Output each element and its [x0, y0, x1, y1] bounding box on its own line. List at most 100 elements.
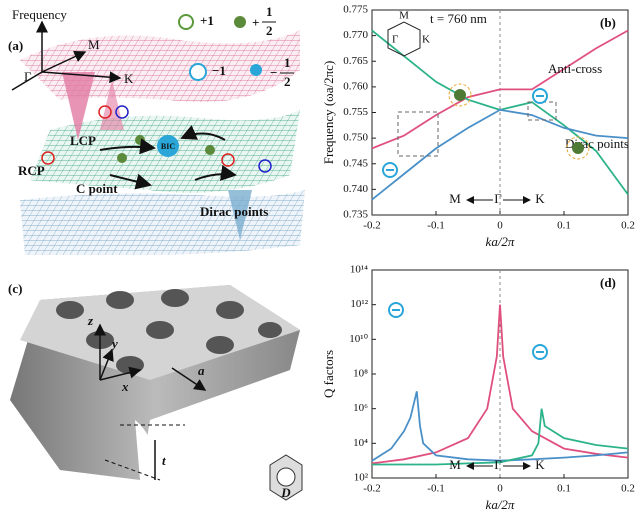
polarization: [258, 159, 272, 173]
axis-label: y: [110, 336, 118, 351]
axes: [94, 323, 207, 480]
bic-label: BIC: [161, 142, 175, 151]
x-tick-label: -0.1: [427, 483, 444, 495]
legend-text: −1: [212, 63, 226, 78]
path-label: Γ: [494, 457, 502, 472]
k-label: M: [88, 37, 100, 52]
dirac-circle: [566, 136, 590, 160]
legend-text: 2: [284, 74, 291, 89]
panel-a: (a) Frequency M Γ K +1 + 1 2 −1 − 1 2 BI…: [8, 4, 305, 255]
legend-text: 1: [284, 55, 291, 70]
x-axis-label: ka/2π: [486, 234, 515, 249]
y-tick-label: 10¹⁰: [349, 333, 368, 345]
hole-inset: [276, 467, 296, 487]
annotation: t = 760 nm: [430, 11, 487, 26]
y-tick-label: 0.765: [343, 55, 368, 67]
axis-label: x: [121, 379, 129, 394]
rcp-label: RCP: [18, 163, 45, 178]
y-axis-label: Frequency (ωa/2πc): [321, 61, 336, 165]
charge-icon: [234, 16, 246, 28]
x-tick-label: 0.1: [557, 220, 571, 232]
legend-text: 1: [266, 4, 273, 19]
charge-icon: [250, 64, 262, 76]
blue-mesh: [20, 190, 305, 255]
panel-label: (b): [600, 15, 616, 30]
dim-label: D: [280, 485, 291, 500]
annotation: Anti-cross: [548, 61, 602, 76]
legend-text: −: [270, 65, 277, 80]
cut: [135, 420, 153, 480]
x-tick-label: 0: [497, 220, 503, 232]
arrows: [99, 125, 237, 190]
panel-c: (c) z y x a t D: [8, 281, 303, 501]
holes: [56, 289, 282, 374]
k-label: Γ: [24, 69, 32, 84]
series-line: [372, 408, 629, 466]
lcp-label: LCP: [70, 133, 96, 148]
cone: [228, 190, 252, 240]
y-tick-label: 0.760: [343, 80, 368, 92]
y-tick-label: 10⁸: [353, 368, 368, 380]
legend-text: +: [252, 15, 259, 30]
dim-label: a: [198, 363, 205, 378]
x-tick-label: 0: [497, 483, 503, 495]
panel-label: (d): [600, 275, 616, 290]
y-tick-label: 10⁶: [353, 402, 368, 414]
panel-label: (a): [8, 38, 23, 53]
y-tick-label: 0.775: [343, 4, 368, 16]
polarization: [41, 151, 55, 165]
bz-label: K: [422, 34, 430, 46]
axis-label: z: [87, 313, 94, 328]
y-tick-label: 0.745: [343, 157, 368, 169]
y-tick-label: 0.735: [343, 209, 368, 221]
k-label: K: [124, 71, 134, 86]
path-label: K: [535, 191, 545, 206]
series-line: [371, 108, 629, 201]
c-point: [205, 145, 215, 155]
x-tick-label: 0.1: [557, 483, 571, 495]
y-tick-label: 0.740: [343, 183, 368, 195]
dirac-label: Dirac points: [200, 204, 268, 219]
y-tick-label: 10⁴: [353, 437, 368, 449]
x-tick-label: -0.1: [427, 220, 444, 232]
bic-point: [157, 135, 179, 157]
y-tick-label: 0.770: [343, 29, 368, 41]
y-tick-label: 10¹²: [350, 298, 368, 310]
x-tick-label: 0.2: [621, 220, 635, 232]
legend-text: 2: [266, 23, 273, 38]
c-point-label: C point: [76, 181, 118, 196]
cone: [62, 72, 95, 140]
y-axis-label: Q factors: [321, 350, 336, 398]
path-label: K: [535, 457, 545, 472]
y-tick-label: 0.750: [343, 132, 368, 144]
dim-line: [104, 459, 161, 481]
x-tick-label: -0.2: [363, 483, 380, 495]
charge-icon: [189, 63, 207, 81]
dim-label: t: [162, 453, 166, 468]
y-tick-label: 0.755: [343, 106, 368, 118]
axes-3d: [11, 20, 122, 91]
series-line: [371, 304, 629, 465]
y-tick-label: 10²: [354, 472, 369, 484]
polarization: [115, 105, 129, 119]
x-tick-label: 0.2: [621, 483, 635, 495]
path-label: M: [449, 191, 461, 206]
charge-icon: [454, 89, 466, 101]
c-point: [117, 153, 127, 163]
axis-label: Frequency: [12, 7, 67, 22]
legend-text: +1: [200, 13, 214, 28]
dirac-circle: [448, 83, 472, 107]
path-label: M: [449, 457, 461, 472]
x-tick-label: -0.2: [363, 220, 380, 232]
charge-icon: [572, 142, 584, 154]
polarization: [98, 105, 112, 119]
c-point: [135, 135, 145, 145]
bz-hexagon: [387, 21, 421, 57]
panel-label: (c): [8, 281, 22, 296]
y-tick-label: 10¹⁴: [350, 264, 368, 276]
x-axis-label: ka/2π: [486, 497, 515, 512]
series-line: [371, 29, 629, 150]
bz-label: Γ: [392, 34, 398, 46]
bz-label: M: [399, 10, 409, 22]
